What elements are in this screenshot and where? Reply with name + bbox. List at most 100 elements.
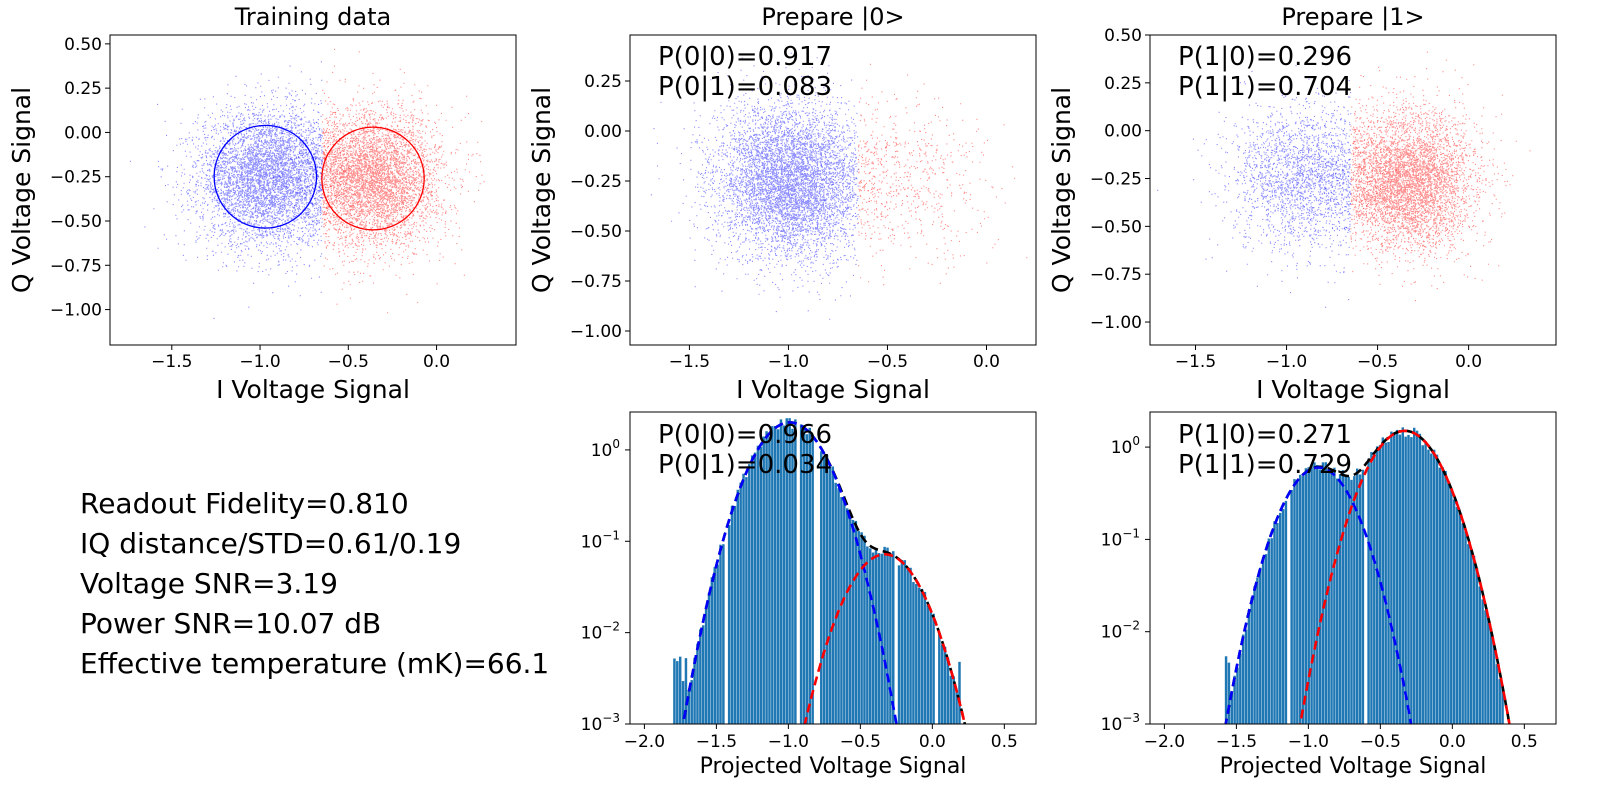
histogram-bar <box>1336 478 1339 724</box>
histogram-bar <box>701 625 705 724</box>
points-classified-1 <box>321 48 485 314</box>
histogram-bar <box>1438 467 1442 724</box>
y-tick-label: −0.50 <box>50 212 102 232</box>
histogram-bar <box>1455 506 1459 724</box>
histogram-bar <box>1347 476 1350 724</box>
histogram-bar <box>1261 557 1265 724</box>
histogram-bar <box>794 419 797 724</box>
tick-exponent: −3 <box>1122 711 1140 725</box>
x-tick-label: −1.5 <box>669 352 710 372</box>
histogram-bar <box>1344 474 1348 724</box>
histogram-bar <box>776 429 780 724</box>
histogram-bar <box>1227 662 1231 724</box>
x-tick-label: −1.0 <box>768 352 809 372</box>
histogram-bar <box>923 591 927 724</box>
histogram-bar <box>782 425 786 724</box>
histogram-bar <box>730 505 734 724</box>
histogram-bar <box>1273 521 1276 724</box>
histogram-bar <box>1338 474 1342 724</box>
histogram-bar <box>837 488 840 724</box>
histogram-bar <box>1381 437 1385 724</box>
histogram-bar <box>759 446 763 724</box>
axes-frame <box>109 34 517 346</box>
fit-ground-fit <box>1224 466 1413 724</box>
histogram-bar <box>1387 442 1390 724</box>
histogram-bar <box>1259 567 1262 724</box>
histogram-bar <box>909 567 912 724</box>
points-training <box>129 48 485 320</box>
x-tick-label: 0.5 <box>991 732 1018 752</box>
x-tick-label: 0.0 <box>1455 352 1482 372</box>
histogram-bar <box>1244 629 1248 724</box>
tick-exponent: −1 <box>1122 526 1140 540</box>
histogram-bar <box>1310 464 1313 724</box>
histogram-bar <box>1290 489 1293 724</box>
histogram-bar <box>1307 467 1310 724</box>
series-prepared-1 <box>1273 51 1531 302</box>
histogram-bar <box>860 532 863 724</box>
fit-excited-fit <box>1298 429 1511 724</box>
histogram-bar <box>1321 462 1325 724</box>
histogram-bar <box>762 436 765 724</box>
std-circle-1 <box>321 126 425 231</box>
histogram-bar <box>1293 479 1296 724</box>
histogram-bar <box>1256 577 1259 724</box>
histogram-bar <box>727 525 731 724</box>
histogram-bar <box>808 427 812 724</box>
y-tick-label: 10−1 <box>581 528 620 552</box>
y-tick-label: −0.75 <box>570 272 622 292</box>
histogram-bar <box>1492 643 1496 724</box>
histogram-bar <box>1393 432 1396 724</box>
scatter-panel-prepare1: −1.5 −1.0 −0.5 0.0 0.50 0.25 0.00 −0.25 −0.50 −0.… <box>1047 3 1557 404</box>
x-tick-label: −1.0 <box>1288 732 1329 752</box>
histogram-bar <box>834 482 837 724</box>
histogram-bar <box>949 675 953 724</box>
x-tick-label: 0.0 <box>919 732 946 752</box>
histogram-bar <box>825 455 829 724</box>
y-tick-label: 0.50 <box>64 35 102 55</box>
histogram-bar <box>799 424 803 724</box>
histogram-bar <box>1353 476 1356 724</box>
histogram-bar <box>857 531 860 724</box>
histogram-bar <box>681 681 685 724</box>
hist-panel-hist1: −2.0 −1.5 −1.0 −0.5 0.0 0.510010−110−210−3Pro… <box>1101 411 1557 779</box>
histogram-bar <box>929 609 932 724</box>
histogram-bar <box>1444 470 1447 724</box>
histogram-bar <box>1233 675 1236 724</box>
histogram-bar <box>932 613 935 724</box>
readout-stats: Readout Fidelity=0.810 IQ distance/STD=0… <box>80 484 549 684</box>
histogram-bar <box>1278 512 1282 724</box>
tick-base: 10 <box>1111 438 1133 458</box>
annotation: P(1|1)=0.729 <box>1178 450 1352 480</box>
histogram-bar <box>845 508 849 724</box>
histogram-bar <box>750 455 754 724</box>
tick-base: 10 <box>581 624 603 644</box>
histogram-bar <box>722 544 725 724</box>
y-tick-label: −1.00 <box>570 322 622 342</box>
histogram-bar <box>1250 597 1253 724</box>
fit-excited-fit <box>803 553 967 724</box>
histogram-bar <box>788 418 791 724</box>
points-prepare1 <box>1157 51 1531 308</box>
histogram-bar <box>840 497 843 724</box>
histogram-bar <box>710 577 714 724</box>
y-tick-label: 0.25 <box>1104 74 1142 94</box>
histogram-bar <box>1450 490 1453 724</box>
histogram-bar <box>1253 586 1256 724</box>
histogram-bar <box>874 548 878 724</box>
tick-exponent: 0 <box>1132 434 1140 448</box>
histogram-bar <box>958 661 961 724</box>
histogram-bar <box>940 644 944 724</box>
histogram-bar <box>868 548 872 724</box>
histogram-bar <box>739 482 742 724</box>
histogram-bar <box>1461 523 1464 724</box>
histogram-bar <box>785 418 788 724</box>
y-tick-label: 0.00 <box>584 122 622 142</box>
y-tick-label: −0.75 <box>1090 265 1142 285</box>
tick-base: 10 <box>591 441 613 461</box>
histogram-bar <box>673 658 676 724</box>
histogram-bar <box>1276 522 1279 724</box>
y-tick-label: 100 <box>591 437 620 461</box>
histogram-bar <box>1373 451 1376 724</box>
histogram-bar <box>1395 429 1399 724</box>
